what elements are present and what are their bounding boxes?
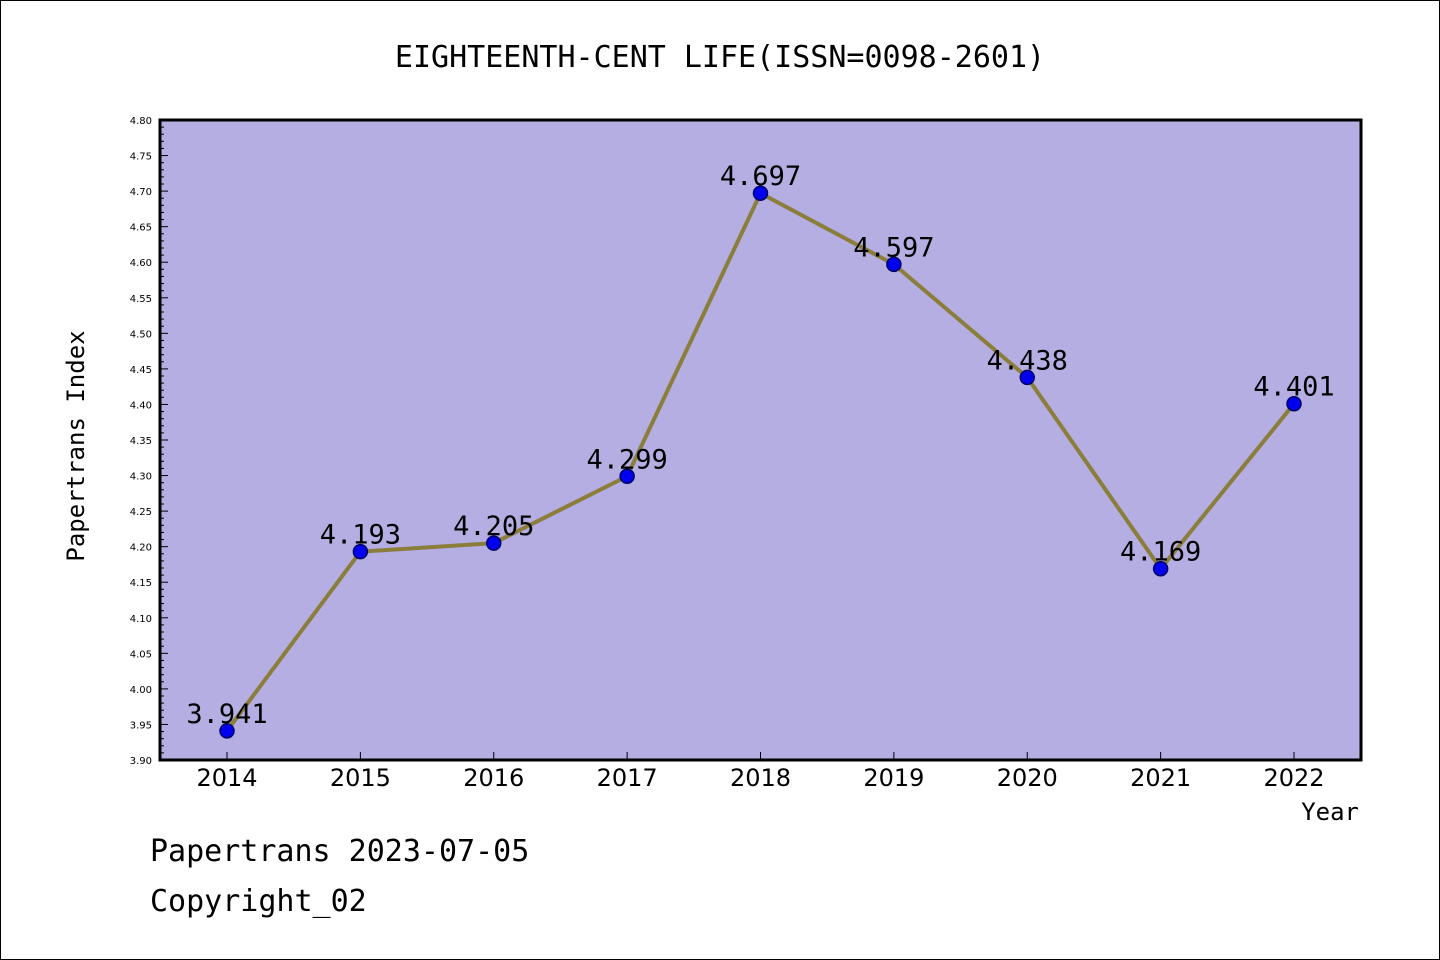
y-tick-label: 4.00 <box>130 685 152 696</box>
data-point <box>1019 369 1035 386</box>
y-tick-label: 4.60 <box>130 258 152 269</box>
y-tick-label: 4.80 <box>130 116 152 127</box>
data-label: 3.941 <box>186 699 267 730</box>
y-tick-label: 4.55 <box>130 294 152 305</box>
data-point <box>752 185 769 201</box>
data-label: 4.697 <box>720 161 801 192</box>
data-point <box>486 535 502 551</box>
data-point <box>1286 395 1302 412</box>
y-tick-label: 4.50 <box>130 329 152 340</box>
footer-copyright: Copyright_02 <box>150 884 367 919</box>
footer-date: Papertrans 2023-07-05 <box>150 834 530 869</box>
x-axis-label: Year <box>1301 798 1359 826</box>
y-tick-label: 4.15 <box>130 578 152 589</box>
x-tick-label: 2021 <box>1130 764 1191 792</box>
y-tick-label: 4.65 <box>130 223 152 234</box>
y-tick-label: 4.35 <box>130 436 152 447</box>
y-tick-label: 4.40 <box>130 400 152 411</box>
y-tick-label: 4.45 <box>130 365 152 376</box>
x-tick-label: 2019 <box>863 764 924 792</box>
y-tick-label: 4.75 <box>130 152 152 163</box>
y-tick-label: 4.10 <box>130 614 152 625</box>
y-tick-label: 4.05 <box>130 649 152 660</box>
x-tick-label: 2015 <box>330 764 391 792</box>
data-point <box>619 468 635 485</box>
y-tick-label: 4.30 <box>130 472 152 483</box>
data-label: 4.193 <box>320 520 401 551</box>
y-tick-label: 3.95 <box>130 720 152 731</box>
y-tick-label: 3.90 <box>130 756 152 767</box>
data-point <box>1152 560 1169 577</box>
chart-title: EIGHTEENTH-CENT LIFE(ISSN=0098-2601) <box>395 40 1045 75</box>
data-label: 4.401 <box>1253 372 1334 403</box>
data-label: 4.169 <box>1120 537 1201 568</box>
data-label: 4.438 <box>987 345 1068 376</box>
plot-border <box>158 118 1363 762</box>
plot-area <box>160 120 1361 760</box>
data-points <box>219 185 1302 739</box>
x-tick-label: 2017 <box>597 764 658 792</box>
x-tick-label: 2014 <box>196 764 257 792</box>
x-tick-label: 2022 <box>1263 764 1324 792</box>
x-tick-label: 2020 <box>997 764 1058 792</box>
data-label: 4.299 <box>586 444 667 475</box>
y-tick-label: 4.25 <box>130 507 152 518</box>
x-axis: 2014 2015 2016 2017 2018 2019 2020 2021 2022 <box>196 752 1325 792</box>
y-tick-label: 4.70 <box>130 187 152 198</box>
data-label: 4.205 <box>453 511 534 542</box>
data-point <box>352 543 369 560</box>
data-point <box>219 723 235 739</box>
data-label: 4.597 <box>853 232 934 263</box>
y-axis-label: Papertrans Index <box>62 330 90 561</box>
x-tick-label: 2016 <box>463 764 524 792</box>
x-tick-label: 2018 <box>730 764 791 792</box>
data-labels: 3.941 4.193 4.205 4.299 4.697 4.597 4.438 4.169… <box>186 161 1334 730</box>
data-point <box>886 256 902 273</box>
y-tick-label: 4.20 <box>130 543 152 554</box>
